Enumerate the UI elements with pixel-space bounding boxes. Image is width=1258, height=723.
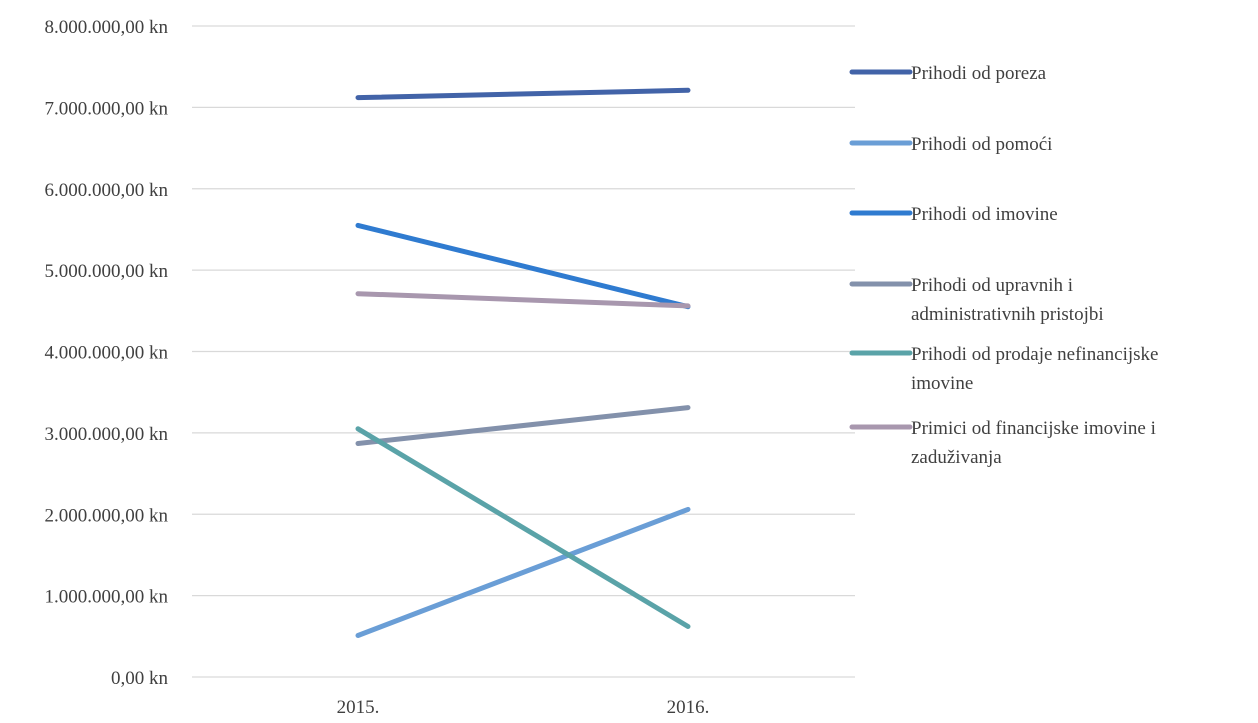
series-line [355, 222, 691, 310]
y-tick-label: 7.000.000,00 kn [45, 98, 169, 119]
legend-item: Prihodi od pomoći [849, 134, 1052, 155]
y-axis-tick-labels: 0,00 kn 1.000.000,00 kn 2.000.000,00 kn 3.0… [45, 17, 169, 689]
x-axis-tick-labels: 2015. 2016. [337, 697, 710, 718]
legend-item: Prihodi od poreza [849, 63, 1047, 84]
legend-label: zaduživanja [911, 447, 1002, 468]
series-line [355, 291, 691, 309]
legend-label: Prihodi od upravnih i [911, 275, 1073, 296]
y-tick-label: 3.000.000,00 kn [45, 424, 169, 445]
legend-item: Prihodi od upravnih i administrativnih pr… [849, 275, 1104, 325]
series-line [355, 405, 691, 446]
legend-item: Prihodi od imovine [849, 204, 1058, 225]
y-tick-label: 6.000.000,00 kn [45, 180, 169, 201]
legend-label: Primici od financijske imovine i [911, 418, 1156, 439]
legend-label: administrativnih pristojbi [911, 304, 1104, 325]
legend-item: Primici od financijske imovine i zaduživa… [849, 418, 1156, 468]
x-tick-label: 2016. [667, 697, 710, 718]
series-line [355, 426, 691, 629]
gridlines [192, 25, 855, 678]
series-line [355, 87, 691, 101]
legend-label: Prihodi od prodaje nefinancijske [911, 344, 1158, 365]
y-tick-label: 4.000.000,00 kn [45, 343, 169, 364]
legend-label: imovine [911, 373, 973, 394]
legend-label: Prihodi od imovine [911, 204, 1058, 225]
legend-label: Prihodi od poreza [911, 63, 1047, 84]
y-tick-label: 0,00 kn [111, 668, 169, 689]
series-line [355, 506, 691, 638]
legend-label: Prihodi od pomoći [911, 134, 1052, 155]
y-tick-label: 8.000.000,00 kn [45, 17, 169, 38]
y-tick-label: 1.000.000,00 kn [45, 587, 169, 608]
x-tick-label: 2015. [337, 697, 380, 718]
legend: Prihodi od poreza Prihodi od pomoći Prihod… [849, 63, 1158, 468]
y-tick-label: 2.000.000,00 kn [45, 505, 169, 526]
series-lines [355, 87, 691, 638]
legend-item: Prihodi od prodaje nefinancijske imovine [849, 344, 1158, 394]
y-tick-label: 5.000.000,00 kn [45, 261, 169, 282]
